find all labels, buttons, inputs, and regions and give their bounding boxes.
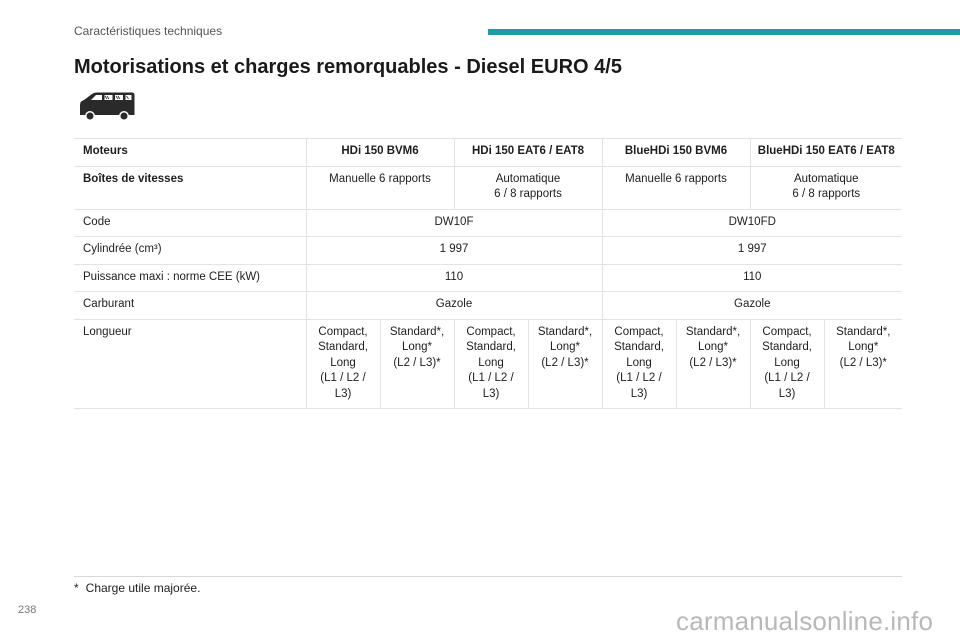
length-cell: Compact, Standard, Long (L1 / L2 / L3) xyxy=(305,318,380,409)
row-label: Cylindrée (cm³) xyxy=(74,236,306,265)
table-row-length: Longueur Compact, Standard, Long (L1 / L… xyxy=(74,318,903,409)
table-row-gearbox: Boîtes de vitesses Manuelle 6 rapports A… xyxy=(74,165,903,210)
cell-line: (L1 / L2 / xyxy=(764,372,810,384)
header-cell-hdi-bvm6: HDi 150 BVM6 xyxy=(305,138,454,167)
cell-line: (L2 / L3)* xyxy=(393,356,441,369)
section-header: Caractéristiques techniques xyxy=(74,24,223,38)
van-icon xyxy=(80,92,135,121)
header-cell-engines: Moteurs xyxy=(74,138,306,167)
cell-line: Standard, xyxy=(614,341,664,353)
cell-line: Long xyxy=(478,356,504,369)
length-cell: Compact, Standard, Long (L1 / L2 / L3) xyxy=(453,318,528,409)
row-label: Longueur xyxy=(74,318,306,409)
cell-line: L3) xyxy=(482,387,500,400)
cell-line: Compact, xyxy=(318,325,368,338)
cell-line: L3) xyxy=(778,387,796,400)
table-row-fuel: Carburant Gazole Gazole xyxy=(74,291,903,320)
length-cell: Standard*, Long* (L2 / L3)* xyxy=(527,318,602,409)
header-accent-bar xyxy=(488,29,960,35)
cell-line: Standard*, xyxy=(836,325,891,338)
cell-line: Long* xyxy=(401,341,433,353)
cell-line: (L1 / L2 / xyxy=(616,372,662,384)
watermark: carmanualsonline.info xyxy=(676,606,934,636)
footnote-text: Charge utile majorée. xyxy=(85,581,201,595)
cell-line: Long xyxy=(330,356,356,369)
code-cell: DW10FD xyxy=(601,208,903,237)
header-cell-bluehdi-eat: BlueHDi 150 EAT6 / EAT8 xyxy=(749,138,903,167)
footnote-mark: * xyxy=(74,581,79,595)
cell-line: Standard*, xyxy=(685,325,741,338)
power-cell: 110 xyxy=(305,263,602,292)
header-cell-hdi-eat: HDi 150 EAT6 / EAT8 xyxy=(453,138,602,167)
cell-line: Standard*, xyxy=(389,325,445,338)
footnote-divider xyxy=(74,576,902,577)
cell-line: (L1 / L2 / xyxy=(320,372,366,384)
page-title: Motorisations et charges remorquables - … xyxy=(74,56,622,78)
fuel-cell: Gazole xyxy=(601,291,903,320)
cell-line: (L2 / L3)* xyxy=(541,356,589,369)
cell-line: Standard, xyxy=(318,341,368,353)
power-cell: 110 xyxy=(601,263,903,292)
engine-specs-table: Moteurs HDi 150 BVM6 HDi 150 EAT6 / EAT8… xyxy=(74,138,903,409)
displacement-cell: 1 997 xyxy=(601,236,903,265)
gearbox-cell: Manuelle 6 rapports xyxy=(601,165,751,210)
cell-line: Long xyxy=(774,356,800,369)
cell-line: Long xyxy=(626,356,652,369)
cell-line: Long* xyxy=(697,341,729,353)
displacement-cell: 1 997 xyxy=(305,236,602,265)
cell-line: Compact, xyxy=(614,325,664,338)
length-cell: Compact, Standard, Long (L1 / L2 / L3) xyxy=(749,318,825,409)
cell-line: Compact, xyxy=(762,325,812,338)
cell-line: Standard, xyxy=(762,341,812,353)
cell-line: Manuelle 6 rapports xyxy=(625,172,727,185)
header-cell-bluehdi-bvm6: BlueHDi 150 BVM6 xyxy=(601,138,751,167)
cell-line: L3) xyxy=(334,387,352,400)
table-row-displacement: Cylindrée (cm³) 1 997 1 997 xyxy=(74,236,903,265)
cell-line: Automatique xyxy=(793,172,859,185)
table-row-power: Puissance maxi : norme CEE (kW) 110 110 xyxy=(74,263,903,292)
cell-line: Long* xyxy=(549,341,581,353)
cell-line: Standard, xyxy=(466,341,516,353)
gearbox-cell: Automatique 6 / 8 rapports xyxy=(453,165,602,210)
gearbox-cell: Automatique 6 / 8 rapports xyxy=(749,165,903,210)
table-row-code: Code DW10F DW10FD xyxy=(74,208,903,237)
cell-line: L3) xyxy=(630,387,648,400)
cell-line: (L1 / L2 / xyxy=(468,372,514,384)
page-number: 238 xyxy=(18,604,37,616)
cell-line: (L2 / L3)* xyxy=(839,356,887,369)
row-label: Puissance maxi : norme CEE (kW) xyxy=(74,263,306,292)
cell-line: 6 / 8 rapports xyxy=(792,188,861,200)
cell-line: Automatique xyxy=(495,172,561,185)
length-cell: Compact, Standard, Long (L1 / L2 / L3) xyxy=(601,318,676,409)
cell-line: Long* xyxy=(848,341,879,353)
length-cell: Standard*, Long* (L2 / L3)* xyxy=(379,318,454,409)
row-label: Boîtes de vitesses xyxy=(74,165,306,210)
row-label: Code xyxy=(74,208,306,237)
fuel-cell: Gazole xyxy=(305,291,602,320)
cell-line: Compact, xyxy=(466,325,516,338)
length-cell: Standard*, Long* (L2 / L3)* xyxy=(675,318,751,409)
gearbox-cell: Manuelle 6 rapports xyxy=(305,165,454,210)
code-cell: DW10F xyxy=(305,208,602,237)
row-label: Carburant xyxy=(74,291,306,320)
cell-line: 6 / 8 rapports xyxy=(494,188,562,200)
table-header-row: Moteurs HDi 150 BVM6 HDi 150 EAT6 / EAT8… xyxy=(74,138,903,167)
length-cell: Standard*, Long* (L2 / L3)* xyxy=(823,318,903,409)
cell-line: Manuelle 6 rapports xyxy=(329,172,431,185)
cell-line: Standard*, xyxy=(537,325,593,338)
footnote: * Charge utile majorée. xyxy=(74,581,200,595)
cell-line: (L2 / L3)* xyxy=(689,356,737,369)
